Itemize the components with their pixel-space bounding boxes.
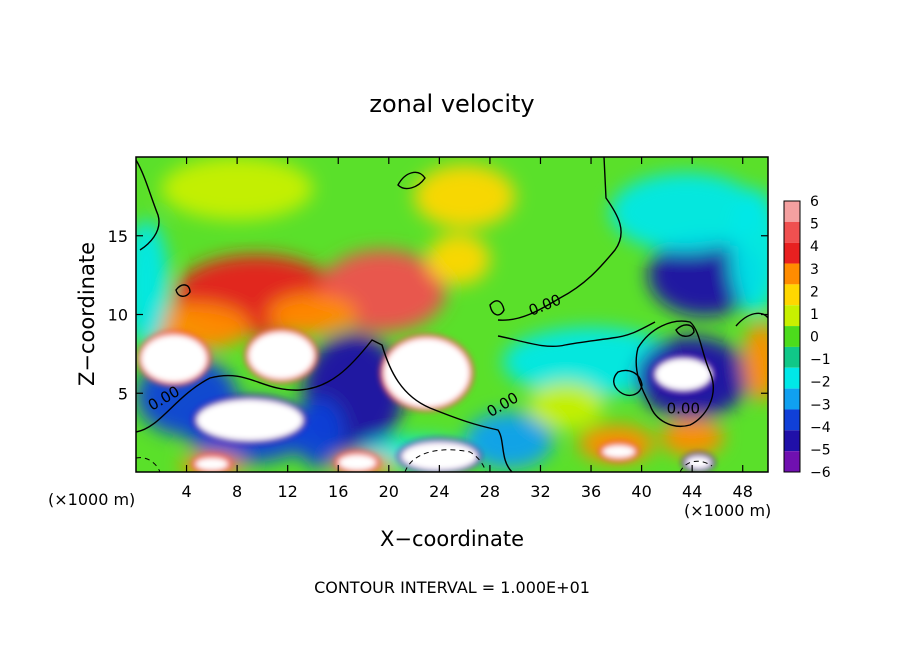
saturated-region-core — [141, 334, 207, 383]
x-tick-label: 36 — [581, 482, 601, 501]
colorbar-swatch — [784, 201, 800, 222]
y-tick-label: 10 — [108, 306, 128, 325]
x-axis-ticks: 4 8 12 16 20 24 28 32 36 40 44 48 — [181, 157, 753, 501]
x-tick-label: 4 — [181, 482, 191, 501]
colorbar-swatch — [784, 242, 800, 264]
field-blob — [742, 322, 768, 402]
x-axis-label: X−coordinate — [380, 527, 524, 551]
colorbar-swatch — [784, 221, 800, 243]
plot-area: 0.000.00 0.00 0.00 — [136, 157, 768, 472]
zero-contour-line — [497, 157, 622, 321]
field-blob — [426, 234, 490, 285]
negative-contours — [136, 449, 713, 472]
zero-contour-line — [489, 300, 505, 316]
saturated-region-core — [196, 399, 303, 441]
zero-contour-line — [175, 284, 191, 297]
colorbar-label: 5 — [810, 217, 819, 233]
field-blob — [610, 172, 762, 252]
saturated-region-core — [195, 457, 229, 471]
negative-contour-line — [679, 460, 713, 472]
y-tick-label: 5 — [118, 384, 128, 403]
field-blob — [660, 418, 724, 457]
colorbar-label: −5 — [810, 442, 831, 458]
saturated-region-core — [248, 331, 315, 380]
x-tick-label: 16 — [328, 482, 348, 501]
saturated-region-core — [383, 338, 470, 408]
field-blob — [136, 220, 169, 346]
x-tick-label: 8 — [232, 482, 242, 501]
colorbar-swatch — [784, 451, 800, 472]
zero-contour-line — [497, 321, 656, 348]
colorbar-swatch — [784, 409, 800, 431]
colorbar-label: 1 — [810, 307, 819, 323]
field-blob — [294, 397, 345, 468]
saturated-region-core — [401, 442, 478, 471]
x-unit-right: (×1000 m) — [684, 501, 771, 520]
x-tick-label: 40 — [631, 482, 651, 501]
colorbar-swatch — [784, 346, 800, 368]
colorbar-label: 2 — [810, 284, 819, 300]
colorbar-label: −4 — [810, 420, 831, 436]
colorbar-label: 6 — [810, 194, 819, 210]
colorbar-swatch — [784, 367, 800, 389]
y-axis-ticks: 5 10 15 — [108, 227, 768, 403]
field-blob — [527, 382, 604, 430]
x-tick-label: 48 — [733, 482, 753, 501]
x-tick-label: 28 — [480, 482, 500, 501]
x-tick-label: 32 — [530, 482, 550, 501]
saturated-region-core — [602, 445, 636, 458]
colorbar-label: −3 — [810, 397, 831, 413]
field-blob — [464, 412, 554, 469]
x-unit-left: (×1000 m) — [48, 490, 135, 509]
zero-contour-line — [675, 324, 695, 337]
negative-contour-line — [404, 449, 487, 472]
colorbar-swatch — [784, 326, 800, 347]
colorbar-label: −1 — [810, 352, 831, 368]
negative-contour-line — [136, 457, 161, 472]
chart-title: zonal velocity — [369, 90, 534, 118]
colorbar-label: −2 — [810, 375, 831, 391]
colorbar-frame — [783, 200, 801, 473]
field-blob — [161, 157, 313, 220]
colorbar-swatch — [784, 430, 800, 452]
field-blob — [414, 164, 516, 228]
x-tick-label: 24 — [429, 482, 449, 501]
x-tick-label: 44 — [682, 482, 702, 501]
colorbar-swatch — [784, 263, 800, 285]
colorbar-label: 4 — [810, 239, 819, 255]
zero-contour-line — [136, 339, 513, 472]
colorbar-label: −6 — [810, 465, 831, 481]
zero-contour-line — [635, 320, 714, 427]
field-blob — [730, 188, 768, 315]
colorbar-label: 0 — [810, 330, 819, 346]
zero-contour-line — [397, 171, 426, 190]
contour-label: 0.00 — [667, 400, 700, 418]
saturated-region-core — [655, 358, 712, 391]
x-tick-label: 20 — [379, 482, 399, 501]
zero-contour-line — [136, 159, 160, 251]
x-tick-label: 12 — [278, 482, 298, 501]
saturated-region-core — [338, 454, 377, 471]
colorbar-swatch — [784, 284, 800, 306]
zero-contour-line — [735, 312, 768, 327]
field-blob — [268, 294, 358, 335]
saturated-regions — [137, 327, 716, 472]
zero-contour-line — [613, 369, 643, 397]
field-blob — [502, 327, 680, 397]
colorbar-swatch — [784, 388, 800, 410]
colorbar-swatch — [784, 305, 800, 327]
y-tick-label: 15 — [108, 227, 128, 246]
colorbar-label: 3 — [810, 262, 819, 278]
y-axis-label: Z−coordinate — [75, 242, 99, 386]
contour-interval-footer: CONTOUR INTERVAL = 1.000E+01 — [314, 578, 590, 597]
colorbar: 6 5 4 3 2 1 0 −1 −2 −3 −4 −5 −6 — [783, 194, 831, 481]
zero-contours — [136, 157, 768, 472]
